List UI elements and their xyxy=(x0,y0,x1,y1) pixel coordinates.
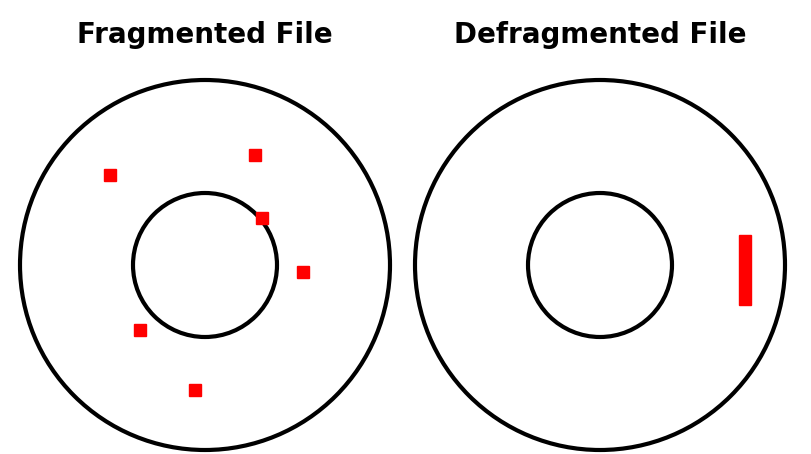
Circle shape xyxy=(415,80,785,450)
Bar xyxy=(297,266,309,278)
Bar xyxy=(249,149,261,161)
Circle shape xyxy=(133,193,277,337)
Bar xyxy=(134,324,146,336)
Circle shape xyxy=(20,80,390,450)
Bar xyxy=(739,235,751,305)
Circle shape xyxy=(528,193,672,337)
Text: Fragmented File: Fragmented File xyxy=(77,21,333,49)
Bar xyxy=(104,169,116,181)
Bar xyxy=(189,384,201,396)
Bar xyxy=(256,212,268,224)
Text: Defragmented File: Defragmented File xyxy=(453,21,746,49)
